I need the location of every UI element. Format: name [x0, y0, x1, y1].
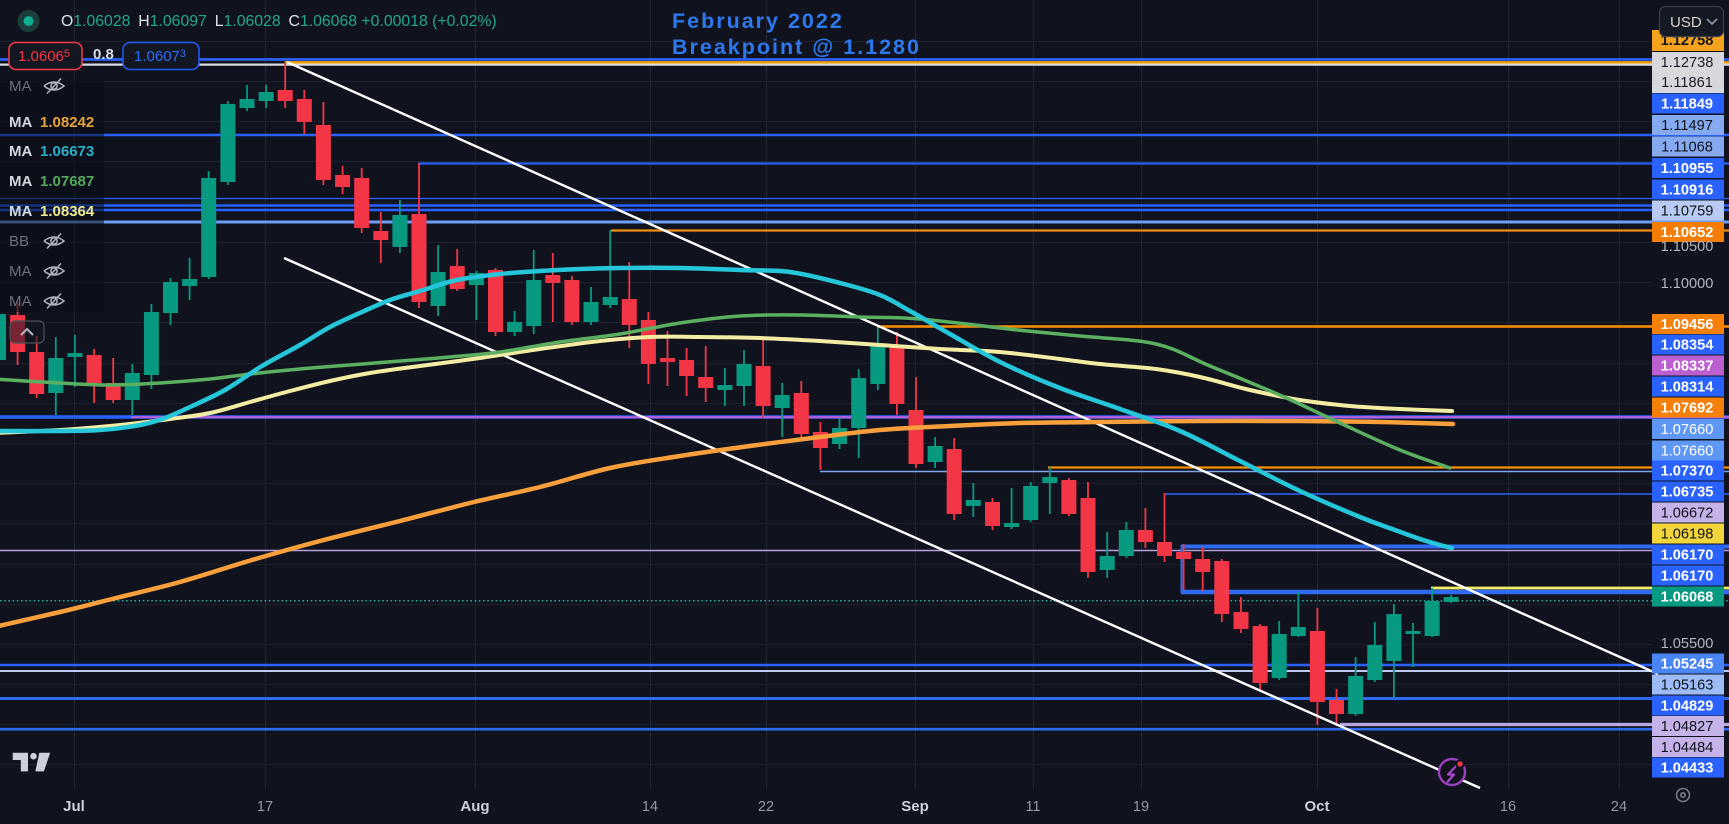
svg-text:MA: MA [9, 203, 32, 220]
svg-text:1.11849: 1.11849 [1661, 97, 1713, 113]
svg-text:22: 22 [758, 799, 774, 815]
svg-text:O1.06028 H1.06097 L1.06028 C1.: O1.06028 H1.06097 L1.06028 C1.06068 +0.0… [61, 13, 497, 30]
svg-text:1.11861: 1.11861 [1661, 75, 1713, 91]
svg-text:1.07687: 1.07687 [40, 173, 94, 190]
svg-text:MA: MA [9, 78, 32, 95]
svg-text:1.11068: 1.11068 [1661, 140, 1713, 156]
svg-text:1.06198: 1.06198 [1661, 527, 1714, 543]
svg-text:17: 17 [257, 799, 273, 815]
svg-text:1.04484: 1.04484 [1661, 740, 1714, 756]
svg-text:19: 19 [1133, 799, 1149, 815]
svg-text:1.10955: 1.10955 [1661, 161, 1714, 177]
svg-text:1.08314: 1.08314 [1661, 380, 1715, 396]
svg-text:MA: MA [9, 293, 32, 310]
svg-text:1.10500: 1.10500 [1661, 239, 1714, 255]
svg-text:1.07660: 1.07660 [1661, 444, 1714, 460]
svg-text:1.10759: 1.10759 [1661, 204, 1714, 220]
svg-text:1.12738: 1.12738 [1661, 55, 1714, 71]
svg-text:USD: USD [1670, 14, 1702, 31]
svg-text:1.04827: 1.04827 [1661, 719, 1714, 735]
svg-text:1.05163: 1.05163 [1661, 678, 1714, 694]
svg-text:0.8: 0.8 [93, 46, 114, 63]
svg-text:1.10000: 1.10000 [1661, 276, 1714, 292]
svg-text:1.08242: 1.08242 [40, 114, 94, 131]
svg-text:1.06170: 1.06170 [1661, 548, 1714, 564]
svg-text:1.11497: 1.11497 [1661, 118, 1713, 134]
svg-text:1.06673: 1.06673 [40, 143, 94, 160]
svg-text:1.06735: 1.06735 [1661, 485, 1714, 501]
svg-text:1.06672: 1.06672 [1661, 506, 1714, 522]
svg-text:1.05500: 1.05500 [1661, 636, 1714, 652]
svg-text:1.05245: 1.05245 [1661, 657, 1714, 673]
svg-text:1.07370: 1.07370 [1661, 464, 1714, 480]
svg-text:MA: MA [9, 143, 32, 160]
svg-text:16: 16 [1500, 799, 1516, 815]
svg-text:Aug: Aug [460, 798, 489, 815]
svg-text:MA: MA [9, 114, 32, 131]
svg-text:1.07692: 1.07692 [1661, 401, 1714, 417]
svg-text:1.10916: 1.10916 [1661, 183, 1714, 199]
svg-text:MA: MA [9, 263, 32, 280]
svg-text:1.10652: 1.10652 [1661, 225, 1714, 241]
svg-text:1.04433: 1.04433 [1661, 761, 1714, 777]
svg-text:BB: BB [9, 233, 29, 250]
svg-text:1.08354: 1.08354 [1661, 338, 1715, 354]
svg-text:11: 11 [1025, 799, 1040, 815]
svg-text:1.06170: 1.06170 [1661, 569, 1714, 585]
svg-text:1.06073: 1.06073 [134, 48, 186, 65]
svg-text:24: 24 [1611, 799, 1627, 815]
svg-text:Breakpoint @ 1.1280: Breakpoint @ 1.1280 [672, 35, 921, 59]
svg-text:14: 14 [642, 799, 658, 815]
svg-text:1.08364: 1.08364 [40, 203, 95, 220]
svg-text:1.06068: 1.06068 [1661, 590, 1714, 606]
svg-text:Sep: Sep [901, 798, 929, 815]
svg-text:1.08337: 1.08337 [1661, 359, 1714, 375]
svg-text:Jul: Jul [63, 798, 85, 815]
svg-text:February 2022: February 2022 [672, 9, 844, 33]
svg-text:1.06065: 1.06065 [18, 48, 70, 65]
svg-text:1.04829: 1.04829 [1661, 699, 1714, 715]
svg-text:1.07660: 1.07660 [1661, 422, 1714, 438]
svg-text:Oct: Oct [1304, 798, 1329, 815]
svg-text:1.09456: 1.09456 [1661, 317, 1714, 333]
svg-text:MA: MA [9, 173, 32, 190]
